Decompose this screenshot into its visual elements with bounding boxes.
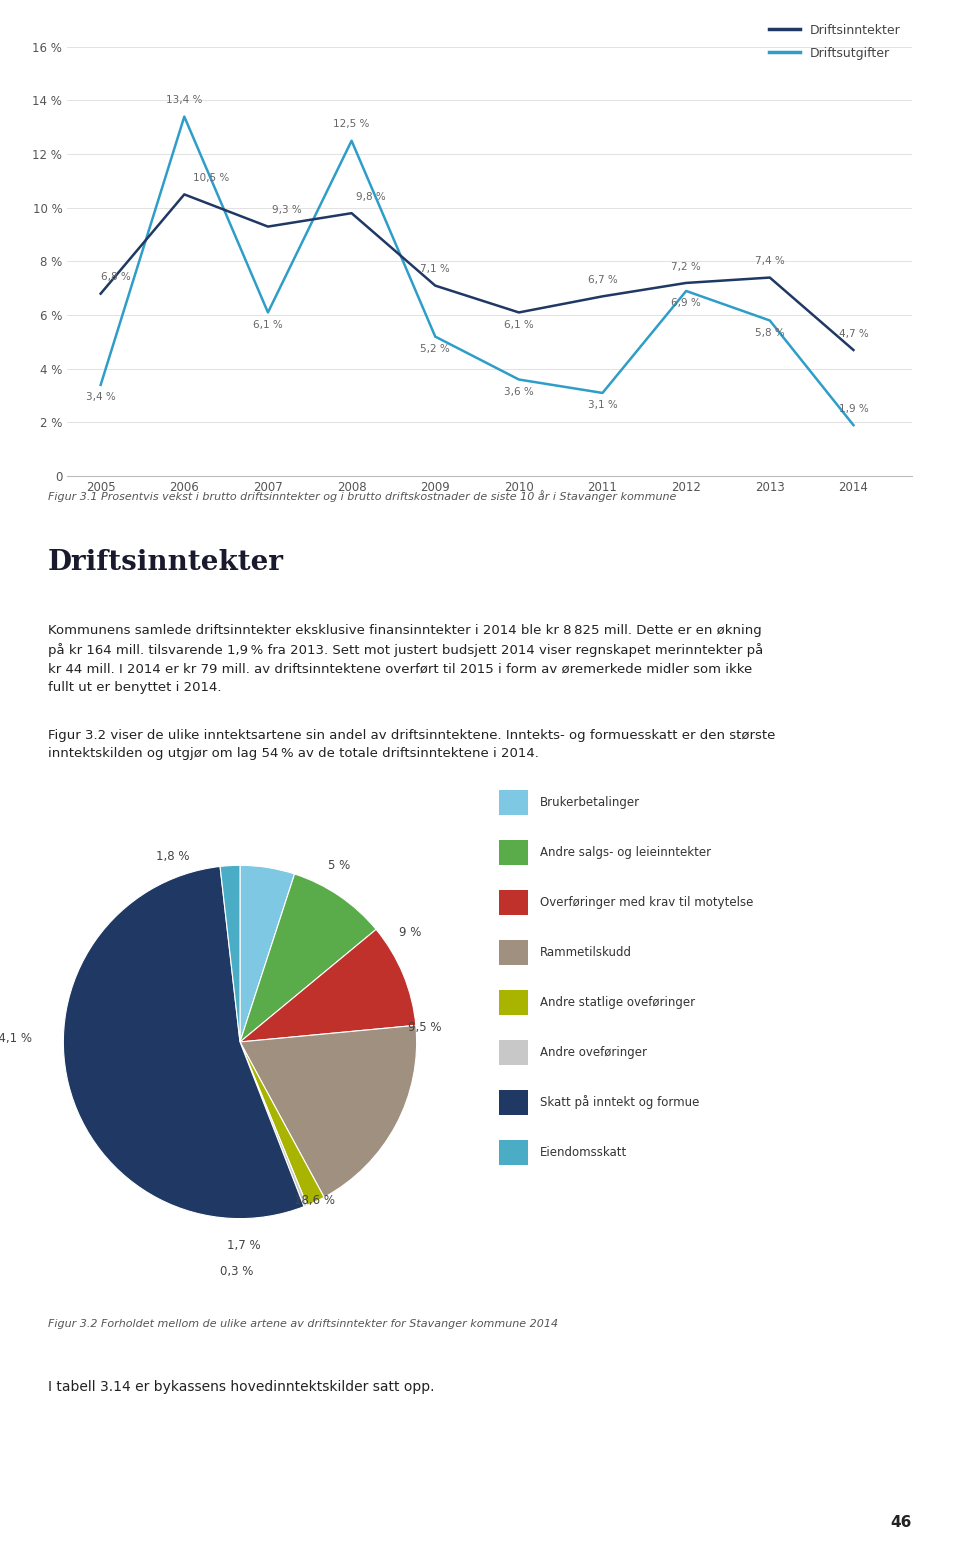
- Text: 6,9 %: 6,9 %: [671, 298, 701, 309]
- Text: Brukerbetalinger: Brukerbetalinger: [540, 796, 639, 809]
- Text: 3,4 %: 3,4 %: [85, 392, 115, 403]
- Wedge shape: [240, 874, 376, 1043]
- Wedge shape: [240, 1043, 324, 1205]
- Text: 4,7 %: 4,7 %: [839, 329, 869, 339]
- Text: 18,6 %: 18,6 %: [294, 1194, 335, 1208]
- Text: Rammetilskudd: Rammetilskudd: [540, 946, 632, 958]
- Text: Andre salgs- og leieinntekter: Andre salgs- og leieinntekter: [540, 846, 710, 859]
- Text: I tabell 3.14 er bykassens hovedinntektskilder satt opp.: I tabell 3.14 er bykassens hovedinntekts…: [48, 1380, 435, 1394]
- Text: 3,1 %: 3,1 %: [588, 400, 617, 411]
- Text: Eiendomsskatt: Eiendomsskatt: [540, 1146, 627, 1158]
- Wedge shape: [63, 866, 304, 1219]
- Text: 6,8 %: 6,8 %: [101, 272, 131, 281]
- Text: 13,4 %: 13,4 %: [166, 95, 203, 105]
- Text: 5,8 %: 5,8 %: [755, 328, 784, 337]
- Text: 9,3 %: 9,3 %: [272, 206, 301, 215]
- Text: 1,9 %: 1,9 %: [839, 404, 869, 414]
- Text: 5,2 %: 5,2 %: [420, 343, 450, 354]
- Text: 6,7 %: 6,7 %: [588, 275, 617, 286]
- Text: Driftsinntekter: Driftsinntekter: [48, 549, 284, 576]
- Text: Andre statlige oveføringer: Andre statlige oveføringer: [540, 996, 695, 1008]
- Text: 46: 46: [891, 1514, 912, 1530]
- Wedge shape: [240, 1026, 417, 1197]
- Text: 12,5 %: 12,5 %: [333, 120, 370, 130]
- Wedge shape: [240, 929, 416, 1043]
- Text: Figur 3.2 viser de ulike inntektsartene sin andel av driftsinntektene. Inntekts-: Figur 3.2 viser de ulike inntektsartene …: [48, 729, 776, 760]
- Text: 10,5 %: 10,5 %: [193, 173, 228, 183]
- Text: 7,4 %: 7,4 %: [755, 256, 784, 267]
- Text: 3,6 %: 3,6 %: [504, 387, 534, 396]
- Text: 9,8 %: 9,8 %: [356, 192, 386, 201]
- Text: 9,5 %: 9,5 %: [408, 1021, 442, 1035]
- Wedge shape: [220, 865, 240, 1043]
- Text: 7,2 %: 7,2 %: [671, 262, 701, 272]
- Text: 7,1 %: 7,1 %: [420, 264, 450, 275]
- Text: 5 %: 5 %: [328, 859, 350, 873]
- Text: Overføringer med krav til motytelse: Overføringer med krav til motytelse: [540, 896, 753, 909]
- Text: Skatt på inntekt og formue: Skatt på inntekt og formue: [540, 1096, 699, 1108]
- Text: Figur 3.2 Forholdet mellom de ulike artene av driftsinntekter for Stavanger komm: Figur 3.2 Forholdet mellom de ulike arte…: [48, 1319, 558, 1328]
- Legend: Driftsinntekter, Driftsutgifter: Driftsinntekter, Driftsutgifter: [764, 19, 905, 64]
- Text: Andre oveføringer: Andre oveføringer: [540, 1046, 646, 1058]
- Wedge shape: [240, 865, 295, 1043]
- Text: 0,3 %: 0,3 %: [220, 1264, 253, 1278]
- Text: Kommunens samlede driftsinntekter eksklusive finansinntekter i 2014 ble kr 8 825: Kommunens samlede driftsinntekter eksklu…: [48, 624, 763, 695]
- Text: Figur 3.1 Prosentvis vekst i brutto driftsinntekter og i brutto driftskostnader : Figur 3.1 Prosentvis vekst i brutto drif…: [48, 490, 677, 503]
- Text: 6,1 %: 6,1 %: [504, 320, 534, 329]
- Text: 54,1 %: 54,1 %: [0, 1032, 32, 1044]
- Wedge shape: [240, 1043, 307, 1207]
- Text: 1,8 %: 1,8 %: [156, 851, 190, 863]
- Text: 6,1 %: 6,1 %: [253, 320, 283, 329]
- Text: 9 %: 9 %: [399, 926, 421, 940]
- Text: 1,7 %: 1,7 %: [227, 1238, 260, 1252]
